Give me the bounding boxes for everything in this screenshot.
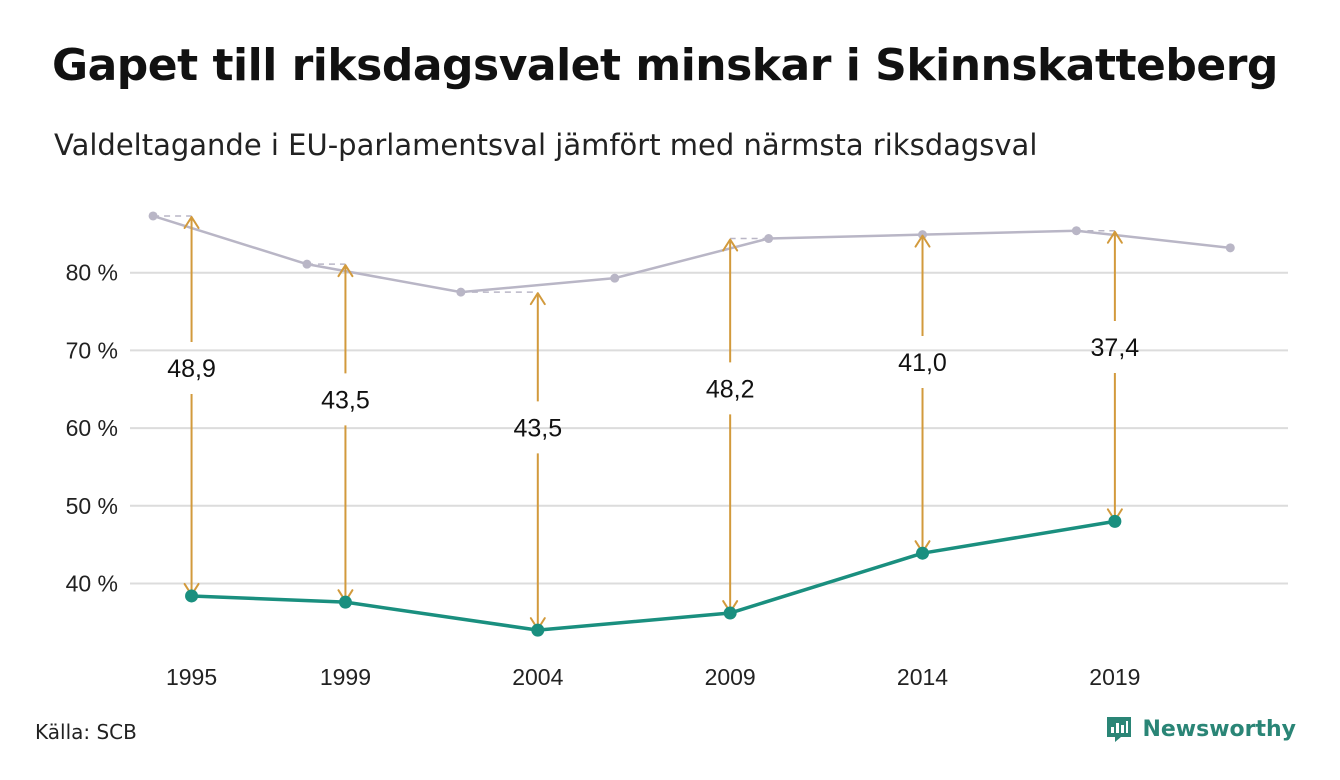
gap-arrow-head xyxy=(914,234,931,248)
eu-point xyxy=(1108,514,1122,528)
eu-point xyxy=(916,546,930,560)
gap-arrow-head xyxy=(529,292,546,306)
x-tick-label: 2009 xyxy=(705,664,756,690)
chart-title: Gapet till riksdagsvalet minskar i Skinn… xyxy=(52,40,1278,91)
eu-point xyxy=(338,595,352,609)
newsworthy-logo-icon xyxy=(1107,717,1132,742)
x-tick-label: 2014 xyxy=(897,664,948,690)
y-tick-label: 80 % xyxy=(66,260,118,286)
gap-label: 41,0 xyxy=(898,349,947,377)
x-tick-label: 2019 xyxy=(1089,664,1140,690)
gap-label: 48,2 xyxy=(706,375,755,403)
brand-logo[interactable]: Newsworthy xyxy=(1104,714,1296,744)
y-tick-label: 70 % xyxy=(66,337,118,363)
gap-arrow-head xyxy=(337,264,354,278)
gap-arrows: 48,9 43,5 43,5 48,2 41,0 37,4 xyxy=(167,215,1140,631)
riksdag-point xyxy=(1225,243,1235,253)
eu-line xyxy=(191,519,1116,632)
riksdag-series xyxy=(148,211,1235,297)
riksdag-line xyxy=(152,214,1231,294)
y-axis-ticks: 40 % 50 % 60 % 70 % 80 % xyxy=(66,260,118,597)
gap-arrow-head xyxy=(1106,230,1123,244)
gap-label: 48,9 xyxy=(167,355,216,383)
gap-label: 43,5 xyxy=(513,414,562,442)
x-tick-label: 1995 xyxy=(166,664,217,690)
gap-label: 37,4 xyxy=(1091,334,1140,362)
brand-name: Newsworthy xyxy=(1142,716,1296,742)
gap-arrow-head xyxy=(183,215,200,229)
chart-subtitle: Valdeltagande i EU-parlamentsval jämfört… xyxy=(54,128,1038,162)
x-tick-label: 2004 xyxy=(512,664,563,690)
eu-point xyxy=(185,589,199,603)
eu-point xyxy=(531,623,545,637)
y-tick-label: 60 % xyxy=(66,415,118,441)
grid-lines xyxy=(130,271,1288,585)
source-note: Källa: SCB xyxy=(35,720,137,744)
gap-label: 43,5 xyxy=(321,386,370,414)
x-axis-ticks: 1995 1999 2004 2009 2014 2019 xyxy=(166,664,1140,690)
eu-point xyxy=(723,606,737,620)
y-tick-label: 40 % xyxy=(66,571,118,597)
riksdag-point xyxy=(610,273,620,283)
x-tick-label: 1999 xyxy=(320,664,371,690)
gap-arrow-head xyxy=(722,238,739,252)
y-tick-label: 50 % xyxy=(66,493,118,519)
eu-series xyxy=(185,514,1122,637)
reference-dashes xyxy=(153,215,1115,293)
